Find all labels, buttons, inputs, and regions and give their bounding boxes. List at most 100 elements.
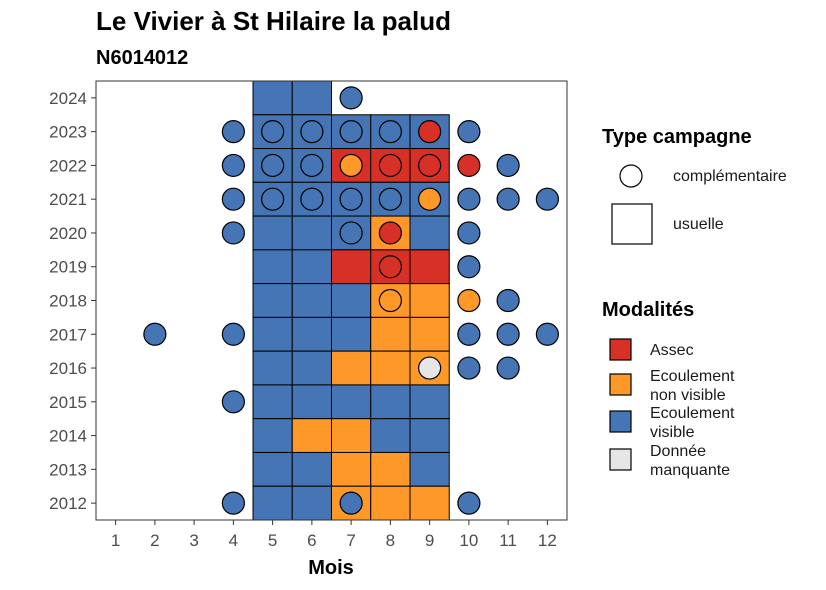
- point-2021-11: [496, 187, 520, 211]
- point-2018-10: [457, 288, 481, 313]
- point-2022-7: [339, 153, 363, 178]
- x-tick-label: 2: [150, 531, 159, 550]
- point-2018-11: [496, 288, 520, 313]
- tile-2020-6: [291, 215, 332, 251]
- point-2023-5: [261, 120, 285, 144]
- tile-2020-9: [409, 215, 450, 251]
- tile-2013-7: [331, 451, 372, 487]
- legend-modalite-label: Ecoulement: [650, 405, 735, 422]
- point-2021-12: [535, 187, 559, 211]
- tile-2018-9: [409, 283, 450, 318]
- point-2017-4: [221, 322, 245, 346]
- tile-2013-8: [370, 451, 411, 487]
- tile-2016-6: [291, 350, 332, 386]
- x-tick-label: 3: [189, 531, 198, 550]
- legend-square-key: [611, 203, 653, 245]
- tile-2012-8: [370, 485, 411, 521]
- point-2021-6: [300, 187, 324, 211]
- point-2016-9: [418, 356, 442, 380]
- legend-swatch-missing: [609, 448, 632, 471]
- tile-2017-6: [291, 316, 332, 352]
- x-tick-label: 12: [538, 531, 557, 550]
- y-tick-label: 2023: [49, 123, 87, 142]
- point-2021-8: [378, 187, 402, 211]
- y-tick-label: 2019: [49, 258, 87, 277]
- y-tick-label: 2020: [49, 224, 87, 243]
- point-2019-10: [457, 255, 481, 279]
- tile-2019-7: [331, 249, 372, 285]
- point-2021-10: [457, 187, 481, 211]
- legend-circle-key: [619, 164, 643, 188]
- x-tick-label: 5: [268, 531, 277, 550]
- point-2023-7: [339, 120, 363, 144]
- tile-2019-9: [409, 249, 450, 285]
- x-tick-label: 1: [111, 531, 120, 550]
- point-2018-8: [378, 288, 402, 313]
- tile-2012-9: [409, 485, 450, 521]
- tile-2016-8: [370, 350, 411, 386]
- tile-2024-5: [252, 80, 293, 116]
- tile-2013-5: [252, 451, 293, 487]
- legend-type-campagne: Type campagne complémentaire usuelle: [602, 126, 787, 245]
- point-2022-9: [418, 153, 442, 178]
- tile-2013-9: [409, 451, 450, 487]
- point-2017-10: [457, 322, 481, 346]
- legend-swatch-vis: [609, 410, 632, 433]
- y-tick-label: 2016: [49, 359, 87, 378]
- y-tick-label: 2024: [49, 89, 87, 108]
- tile-2014-8: [370, 418, 411, 453]
- x-axis-title: Mois: [308, 557, 354, 579]
- point-2022-6: [300, 153, 324, 178]
- tile-2014-5: [252, 418, 293, 453]
- y-tick-label: 2017: [49, 325, 87, 344]
- point-2019-8: [378, 255, 402, 279]
- point-2023-6: [300, 120, 324, 144]
- tile-2014-6: [291, 418, 332, 453]
- legend-modalite-label: visible: [650, 424, 695, 441]
- point-2021-9: [418, 187, 442, 211]
- point-2023-10: [457, 120, 481, 144]
- point-2021-5: [261, 187, 285, 211]
- tile-2014-9: [409, 418, 450, 453]
- tile-2016-7: [331, 350, 372, 386]
- x-axis: 1 2 3 4 5 6 7 8 9 10 11 12: [111, 520, 557, 550]
- tile-2019-6: [291, 249, 332, 285]
- point-2021-7: [339, 187, 363, 211]
- legend-swatch-assec: [609, 338, 632, 361]
- tile-2016-5: [252, 350, 293, 386]
- legend-type-title: Type campagne: [602, 126, 752, 148]
- tile-2015-6: [291, 384, 332, 420]
- x-tick-label: 9: [425, 531, 434, 550]
- tile-2013-6: [291, 451, 332, 487]
- point-2020-4: [221, 221, 245, 245]
- point-2012-7: [339, 491, 363, 515]
- tile-2012-6: [291, 485, 332, 521]
- point-2023-8: [378, 120, 402, 144]
- y-tick-label: 2013: [49, 460, 87, 479]
- point-2015-4: [221, 390, 245, 414]
- legend-modalite-label: non visible: [650, 387, 726, 404]
- y-tick-label: 2022: [49, 156, 87, 175]
- tile-2015-9: [409, 384, 450, 420]
- complementaire-points: [143, 86, 559, 515]
- legend-shape-label: complémentaire: [673, 168, 787, 185]
- point-2022-5: [261, 153, 285, 178]
- y-axis: 2012 2013 2014 2015 2016 2017 2018 2019 2020 2021…: [49, 89, 96, 513]
- point-2016-10: [457, 356, 481, 380]
- point-2020-10: [457, 221, 481, 245]
- point-2020-8: [378, 221, 402, 245]
- tile-2024-6: [291, 80, 332, 116]
- x-tick-label: 6: [307, 531, 316, 550]
- tile-2014-7: [331, 418, 372, 453]
- legend-modalite-label: Donnée: [650, 443, 706, 460]
- y-tick-label: 2012: [49, 494, 87, 513]
- usuelle-tiles: [252, 80, 450, 521]
- point-2017-12: [535, 322, 559, 346]
- point-2020-7: [339, 221, 363, 245]
- point-2017-2: [143, 322, 167, 346]
- point-2022-4: [221, 153, 245, 178]
- chart-title: Le Vivier à St Hilaire la palud: [96, 6, 451, 36]
- x-tick-label: 7: [346, 531, 355, 550]
